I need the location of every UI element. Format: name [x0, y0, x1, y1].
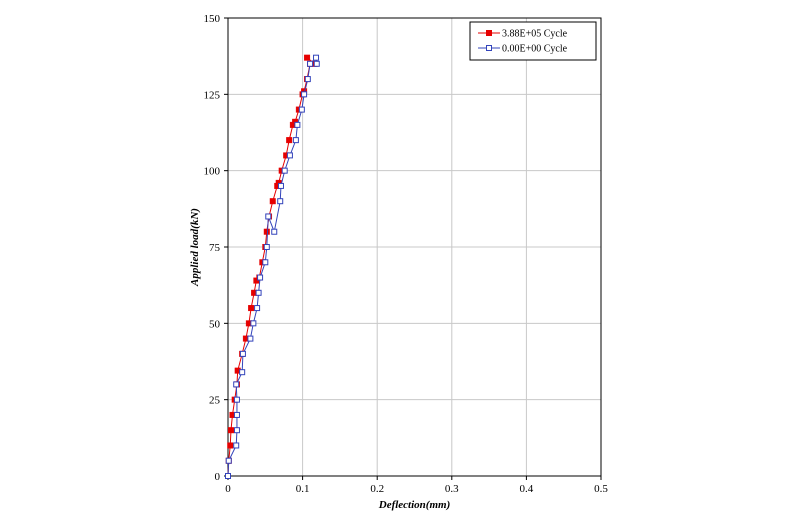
- data-point-s1-15: [263, 244, 270, 250]
- data-point-s1-8: [239, 350, 246, 357]
- y-tick-label-2: 50: [209, 318, 221, 330]
- data-point-s1-10: [250, 320, 257, 327]
- data-point-s1-27: [307, 60, 314, 67]
- data-point-s1-3: [233, 427, 240, 434]
- data-point-s1-23: [294, 121, 301, 128]
- data-point-s0-3: [227, 427, 234, 434]
- x-tick-label-3: 0.3: [445, 483, 459, 495]
- data-point-s0-2: [227, 442, 234, 449]
- series-1: [225, 54, 320, 479]
- data-point-s1-12: [255, 289, 262, 296]
- legend-box: [469, 21, 597, 61]
- data-point-s1-17: [271, 228, 278, 235]
- data-point-s1-1: [225, 457, 232, 464]
- data-point-s1-28: [313, 54, 320, 61]
- data-point-s1-5: [233, 396, 240, 403]
- x-axis-label: Deflection(mm): [378, 499, 450, 511]
- data-point-s1-13: [257, 274, 264, 281]
- y-tick-label-1: 25: [209, 395, 221, 407]
- legend: 3.88E+05 Cycle 0.00E+00 Cycle: [469, 21, 597, 61]
- data-point-s1-6: [233, 381, 240, 388]
- y-tick-label-4: 100: [204, 166, 221, 178]
- data-point-s1-16: [265, 213, 272, 220]
- x-axis: 0 0.1 0.2 0.3 0.4 0.5: [225, 476, 608, 495]
- data-point-s1-19: [277, 182, 284, 189]
- series-line-0: [227, 57, 316, 477]
- data-point-s0-33: [304, 54, 311, 61]
- data-point-s1-14: [262, 259, 269, 266]
- y-tick-label-0: 0: [215, 471, 221, 483]
- y-axis: 0 25 50 75 100 125 150: [204, 13, 228, 483]
- x-tick-label-1: 0.1: [296, 483, 310, 495]
- series-layer: [225, 54, 320, 479]
- data-point-s0-11: [248, 305, 255, 312]
- legend-marker-0: [486, 30, 492, 36]
- x-tick-label-4: 0.4: [520, 483, 534, 495]
- x-tick-label-0: 0: [225, 483, 231, 495]
- legend-label-1: 0.00E+00 Cycle: [502, 44, 568, 55]
- x-tick-label-2: 0.2: [370, 483, 384, 495]
- data-point-s1-22: [292, 137, 299, 144]
- data-point-s1-29: [313, 60, 320, 67]
- x-tick-label-5: 0.5: [594, 483, 608, 495]
- data-point-s1-25: [301, 91, 308, 98]
- y-tick-label-6: 150: [204, 13, 221, 25]
- grid: [228, 18, 601, 476]
- series-line-1: [227, 56, 318, 477]
- legend-entry-1: 0.00E+00 Cycle: [478, 44, 568, 55]
- legend-marker-1: [486, 45, 492, 51]
- data-point-s1-24: [298, 106, 305, 113]
- data-point-s1-26: [304, 76, 311, 83]
- data-point-s1-7: [239, 369, 246, 376]
- data-point-s1-2: [233, 442, 240, 449]
- data-point-s1-9: [247, 335, 254, 342]
- data-point-s1-4: [233, 411, 240, 418]
- y-tick-label-3: 75: [209, 242, 221, 254]
- data-point-s1-0: [225, 473, 231, 479]
- legend-entry-0: 3.88E+05 Cycle: [478, 29, 568, 40]
- y-tick-label-5: 125: [204, 89, 221, 101]
- legend-label-0: 3.88E+05 Cycle: [502, 29, 568, 40]
- data-point-s1-11: [254, 305, 261, 312]
- y-axis-label: Applied load(kN): [189, 208, 201, 287]
- data-point-s1-18: [277, 198, 284, 205]
- data-point-s0-17: [263, 228, 270, 235]
- data-point-s0-24: [286, 137, 293, 144]
- data-point-s1-20: [281, 167, 288, 174]
- data-point-s0-19: [269, 198, 276, 205]
- data-point-s1-21: [286, 152, 293, 159]
